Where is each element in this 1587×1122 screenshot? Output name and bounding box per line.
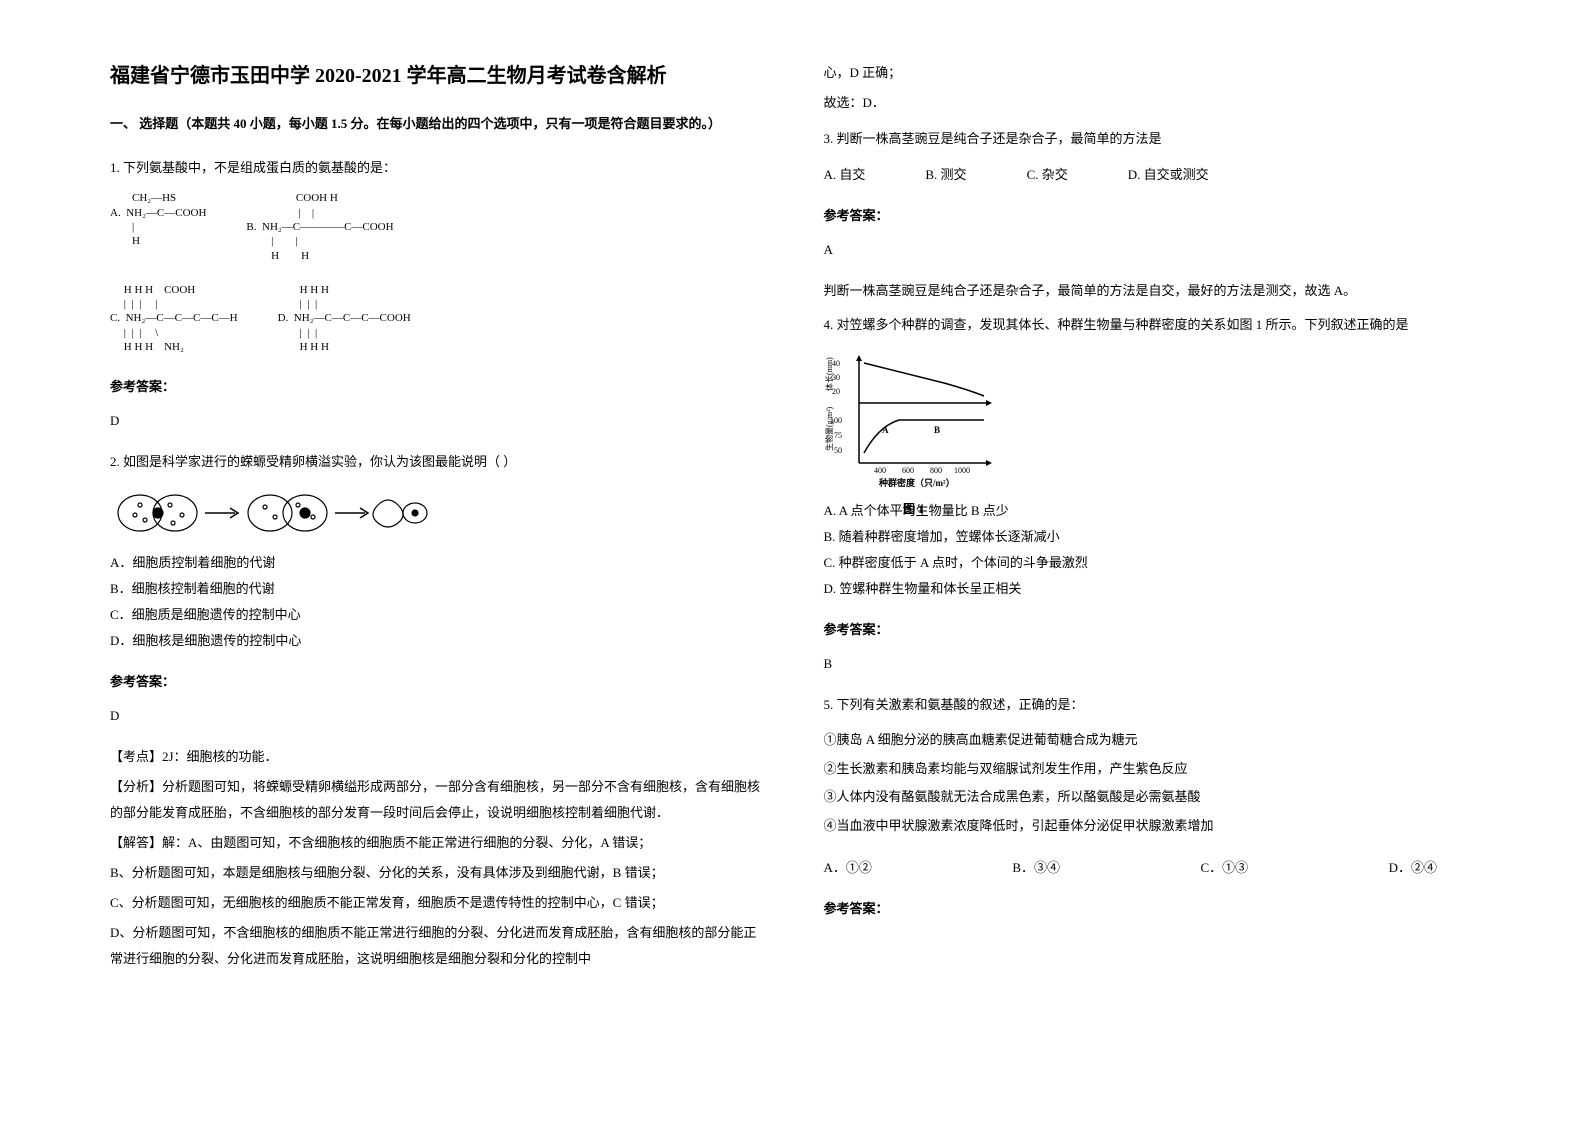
q2-cont-1: 心，D 正确； (824, 60, 1478, 86)
q3-opt-b: B. 测交 (925, 162, 966, 188)
graph-caption: 图 1 (824, 497, 1004, 521)
q4-text: 4. 对笠螺多个种群的调查，发现其体长、种群生物量与种群密度的关系如图 1 所示… (824, 312, 1478, 338)
q5-s1: ①胰岛 A 细胞分泌的胰高血糖素促进葡萄糖合成为糖元 (824, 726, 1478, 755)
question-2: 2. 如图是科学家进行的蝾螈受精卵横溢实验，你认为该图最能说明（ ） (110, 449, 764, 972)
x-tick-600: 600 (902, 466, 914, 475)
q4-opt-d: D. 笠螺种群生物量和体长呈正相关 (824, 576, 1478, 602)
q3-answer-label: 参考答案： (824, 203, 1478, 229)
q3-text: 3. 判断一株高茎豌豆是纯合子还是杂合子，最简单的方法是 (824, 126, 1478, 152)
q5-s3: ③人体内没有酪氨酸就无法合成黑色素，所以酪氨酸是必需氨基酸 (824, 783, 1478, 812)
q3-exp: 判断一株高茎豌豆是纯合子还是杂合子，最简单的方法是自交，最好的方法是测交，故选 … (824, 278, 1478, 304)
q1-text: 1. 下列氨基酸中，不是组成蛋白质的氨基酸的是： (110, 155, 764, 181)
q1-answer: D (110, 408, 764, 434)
q5-answer-label: 参考答案： (824, 896, 1478, 922)
left-column: 福建省宁德市玉田中学 2020-2021 学年高二生物月考试卷含解析 一、 选择… (90, 60, 794, 1082)
y2-tick-50: 50 (834, 446, 842, 455)
q5-text: 5. 下列有关激素和氨基酸的叙述，正确的是： (824, 692, 1478, 718)
chem-option-b: COOH H | | B. NH₂—C————C—COOH | | H H (246, 191, 393, 262)
x-tick-400: 400 (874, 466, 886, 475)
q2-answer: D (110, 703, 764, 729)
point-b: B (934, 425, 940, 435)
q4-answer: B (824, 651, 1478, 677)
x-tick-800: 800 (930, 466, 942, 475)
chem-option-c: H H H COOH | | | | C. NH₂—C—C—C—C—H | | … (110, 283, 238, 354)
q5-opt-b: B．③④ (1012, 855, 1060, 881)
q2-text: 2. 如图是科学家进行的蝾螈受精卵横溢实验，你认为该图最能说明（ ） (110, 449, 764, 475)
y2-tick-75: 75 (834, 431, 842, 440)
x-label: 种群密度（只/m²） (878, 477, 955, 488)
point-a: A (882, 425, 889, 435)
chem-option-d: H H H | | | D. NH₂—C—C—C—COOH | | | H H … (278, 283, 411, 354)
q5-s2: ②生长激素和胰岛素均能与双缩脲试剂发生作用，产生紫色反应 (824, 755, 1478, 784)
question-3: 3. 判断一株高茎豌豆是纯合子还是杂合子，最简单的方法是 A. 自交 B. 测交… (824, 126, 1478, 304)
q2-opt-d: D．细胞核是细胞遗传的控制中心 (110, 628, 764, 654)
q4-opt-c: C. 种群密度低于 A 点时，个体间的斗争最激烈 (824, 550, 1478, 576)
chem-structures-2: H H H COOH | | | | C. NH₂—C—C—C—C—H | | … (110, 283, 764, 354)
q3-opt-a: A. 自交 (824, 162, 866, 188)
question-4: 4. 对笠螺多个种群的调查，发现其体长、种群生物量与种群密度的关系如图 1 所示… (824, 312, 1478, 677)
q5-options: A．①② B．③④ C．①③ D．②④ (824, 855, 1478, 881)
q5-opt-c: C．①③ (1200, 855, 1248, 881)
q2-exp-3: 【解答】解：A、由题图可知，不含细胞核的细胞质不能正常进行细胞的分裂、分化，A … (110, 830, 764, 856)
cell-diagram (110, 485, 764, 540)
q3-answer: A (824, 237, 1478, 263)
q2-opt-b: B．细胞核控制着细胞的代谢 (110, 576, 764, 602)
q5-s4: ④当血液中甲状腺激素浓度降低时，引起垂体分泌促甲状腺激素增加 (824, 812, 1478, 841)
y2-label: 生物量(g/m²) (824, 406, 834, 451)
q2-answer-label: 参考答案： (110, 669, 764, 695)
q2-opt-a: A．细胞质控制着细胞的代谢 (110, 550, 764, 576)
chem-option-a: CH₂—HS A. NH₂—C—COOH | H (110, 191, 206, 262)
q4-graph: 40 30 20 100 75 50 400 600 800 1000 A B … (824, 348, 1004, 488)
right-column: 心，D 正确； 故选：D． 3. 判断一株高茎豌豆是纯合子还是杂合子，最简单的方… (794, 60, 1498, 1082)
q2-exp-1: 【考点】2J：细胞核的功能． (110, 744, 764, 770)
q2-exp-4: B、分析题图可知，本题是细胞核与细胞分裂、分化的关系，没有具体涉及到细胞代谢，B… (110, 860, 764, 886)
x-tick-1000: 1000 (954, 466, 970, 475)
q3-options: A. 自交 B. 测交 C. 杂交 D. 自交或测交 (824, 162, 1478, 188)
section-header: 一、 选择题（本题共 40 小题，每小题 1.5 分。在每小题给出的四个选项中，… (110, 112, 764, 135)
y1-label: 体长(mm) (824, 357, 834, 391)
q2-opt-c: C．细胞质是细胞遗传的控制中心 (110, 602, 764, 628)
q4-answer-label: 参考答案： (824, 617, 1478, 643)
q2-cont-2: 故选：D． (824, 90, 1478, 116)
q2-exp-2: 【分析】分析题图可知，将蝾螈受精卵横缢形成两部分，一部分含有细胞核，另一部分不含… (110, 774, 764, 826)
q5-opt-d: D．②④ (1389, 855, 1437, 881)
answer-label: 参考答案： (110, 374, 764, 400)
question-5: 5. 下列有关激素和氨基酸的叙述，正确的是： ①胰岛 A 细胞分泌的胰高血糖素促… (824, 692, 1478, 922)
question-1: 1. 下列氨基酸中，不是组成蛋白质的氨基酸的是： CH₂—HS A. NH₂—C… (110, 155, 764, 434)
q5-statements: ①胰岛 A 细胞分泌的胰高血糖素促进葡萄糖合成为糖元 ②生长激素和胰岛素均能与双… (824, 726, 1478, 840)
q5-opt-a: A．①② (824, 855, 872, 881)
q2-exp-6: D、分析题图可知，不含细胞核的细胞质不能正常进行细胞的分裂、分化进而发育成胚胎，… (110, 920, 764, 972)
q2-exp-5: C、分析题图可知，无细胞核的细胞质不能正常发育，细胞质不是遗传特性的控制中心，C… (110, 890, 764, 916)
exam-title: 福建省宁德市玉田中学 2020-2021 学年高二生物月考试卷含解析 (110, 60, 764, 92)
chem-structures: CH₂—HS A. NH₂—C—COOH | H COOH H | | B. N… (110, 191, 764, 262)
q4-opt-b: B. 随着种群密度增加，笠螺体长逐渐减小 (824, 524, 1478, 550)
q3-opt-c: C. 杂交 (1027, 162, 1068, 188)
q3-opt-d: D. 自交或测交 (1128, 162, 1209, 188)
